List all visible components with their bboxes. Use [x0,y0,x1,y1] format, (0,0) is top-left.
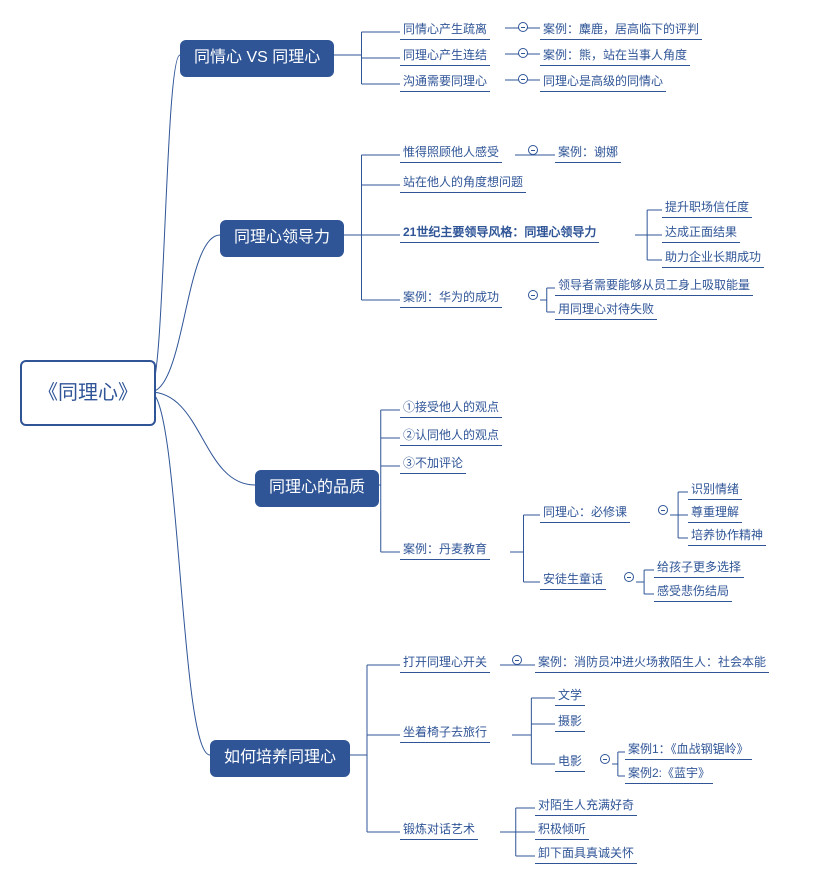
collapse-icon [518,48,528,58]
leaf: 案例：谢娜 [555,145,621,163]
branch-1: 同理心领导力 [220,220,344,257]
leaf: 助力企业长期成功 [662,250,764,268]
leaf: 同理心是高级的同情心 [540,74,666,92]
leaf: 惟得照顾他人感受 [400,145,502,163]
branch-2: 同理心的品质 [255,470,379,507]
leaf: 卸下面具真诚关怀 [535,846,637,864]
leaf: 达成正面结果 [662,225,740,243]
collapse-icon [518,74,528,84]
leaf: 案例：华为的成功 [400,290,502,308]
collapse-icon [658,505,668,515]
leaf: 站在他人的角度想问题 [400,175,526,193]
leaf: 文学 [555,688,585,706]
leaf: 案例：麋鹿，居高临下的评判 [540,22,702,40]
leaf: 用同理心对待失败 [555,302,657,320]
leaf: 对陌生人充满好奇 [535,798,637,816]
leaf: 案例2:《蓝宇》 [625,766,713,784]
leaf: 提升职场信任度 [662,200,752,218]
branch-3: 如何培养同理心 [210,740,350,777]
leaf: 案例：丹麦教育 [400,542,490,560]
leaf: 案例：消防员冲进火场救陌生人：社会本能 [535,655,769,673]
leaf: 领导者需要能够从员工身上吸取能量 [555,278,753,296]
leaf: 打开同理心开关 [400,655,490,673]
collapse-icon [512,655,522,665]
leaf: 锻炼对话艺术 [400,822,478,840]
leaf: 尊重理解 [688,505,742,523]
leaf: ①接受他人的观点 [400,400,502,418]
leaf: ③不加评论 [400,456,466,474]
collapse-icon [528,290,538,300]
root-node: 《同理心》 [20,360,156,426]
leaf: 给孩子更多选择 [654,560,744,578]
leaf: 同情心产生疏离 [400,22,490,40]
collapse-icon [518,22,528,32]
leaf: 案例1：《血战钢锯岭》 [625,742,752,760]
leaf: 培养协作精神 [688,528,766,546]
leaf: 感受悲伤结局 [654,584,732,602]
branch-0: 同情心 VS 同理心 [180,40,334,77]
leaf: ②认同他人的观点 [400,428,502,446]
leaf: 识别情绪 [688,482,742,500]
leaf: 摄影 [555,714,585,732]
leaf: 安徒生童话 [540,572,606,590]
collapse-icon [624,572,634,582]
leaf: 同理心产生连结 [400,48,490,66]
collapse-icon [528,145,538,155]
leaf: 坐着椅子去旅行 [400,725,490,743]
collapse-icon [600,754,610,764]
leaf: 案例：熊，站在当事人角度 [540,48,690,66]
leaf: 同理心：必修课 [540,505,630,523]
leaf: 积极倾听 [535,822,589,840]
leaf: 电影 [555,754,585,772]
leaf: 沟通需要同理心 [400,74,490,92]
leaf: 21世纪主要领导风格：同理心领导力 [400,225,599,243]
